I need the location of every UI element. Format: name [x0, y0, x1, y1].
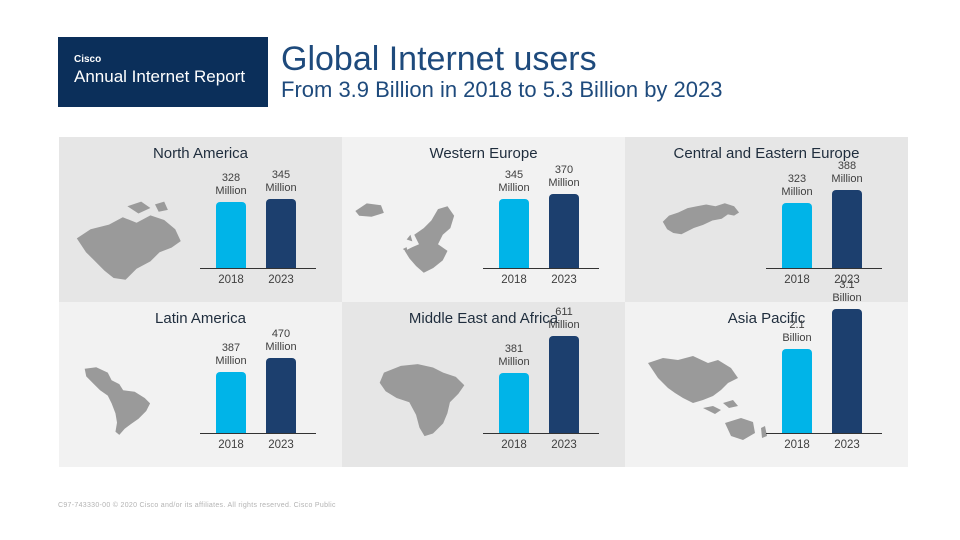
data-label-value: 323 [787, 173, 807, 186]
bar-2023 [266, 358, 296, 433]
data-label-value: 3.1 [839, 279, 855, 291]
data-label-value: 611 [555, 306, 573, 319]
region-panel: Western Europe 345 Million 2018 370 Million 20… [342, 137, 625, 302]
x-tick-label: 2018 [501, 274, 527, 286]
data-label: 345 Million [256, 169, 306, 195]
data-label-unit: Million [215, 354, 247, 367]
data-label: 345 Million [489, 169, 539, 195]
bar-2023 [832, 190, 862, 268]
data-label-unit: Million [548, 319, 580, 332]
region-title: Latin America [155, 310, 246, 327]
page-title: Global Internet users [281, 40, 597, 78]
region-title: Central and Eastern Europe [673, 145, 860, 162]
x-axis [200, 433, 316, 434]
data-label-value: 388 [837, 160, 857, 173]
region-title: North America [152, 145, 249, 162]
x-axis [200, 268, 316, 269]
latin-america-map [84, 367, 151, 435]
x-axis [483, 433, 599, 434]
bar-2023 [549, 194, 579, 268]
data-label: 381 Million [489, 343, 539, 369]
report-badge: Cisco Annual Internet Report [58, 37, 268, 107]
data-label-unit: Million [498, 182, 530, 194]
data-label-value: 370 [554, 164, 574, 176]
x-tick-label: 2018 [218, 439, 244, 451]
x-tick-label: 2023 [551, 274, 577, 286]
data-label-value: 345 [271, 169, 291, 181]
region-title: Asia Pacific [727, 310, 806, 327]
data-label-unit: Million [265, 341, 297, 354]
data-label: 2.1 Billion [772, 319, 822, 345]
data-label: 328 Million [206, 172, 256, 198]
region-panel: North America 328 Million 2018 345 Million 202… [59, 137, 342, 302]
data-label: 470 Million [256, 328, 306, 354]
x-tick-label: 2018 [784, 439, 810, 451]
data-label-unit: Million [831, 173, 863, 186]
x-tick-label: 2018 [218, 274, 244, 286]
data-label-value: 387 [221, 341, 241, 354]
middle-east-africa-map [379, 364, 465, 437]
bar-2023 [832, 309, 862, 433]
data-label-value: 470 [271, 328, 291, 341]
asia-pacific-map [648, 356, 767, 440]
x-axis [766, 268, 882, 269]
data-label-value: 2.1 [789, 319, 805, 331]
bar-2018 [216, 202, 246, 268]
x-tick-label: 2018 [501, 439, 527, 451]
footer-copyright: C97-743330-00 © 2020 Cisco and/or its af… [58, 502, 336, 509]
region-panel: Asia Pacific 2.1 Billion 2018 3.1 Billion 2023 [625, 279, 908, 467]
data-label-unit: Billion [832, 292, 862, 304]
region-panel: Middle East and Africa 381 Million 2018 611 M… [342, 302, 625, 467]
region-panel: Central and Eastern Europe 323 Million 2018… [625, 137, 908, 302]
data-label: 323 Million [772, 173, 822, 199]
x-tick-label: 2018 [784, 274, 810, 286]
bar-2018 [782, 349, 812, 433]
data-label-unit: Million [215, 185, 247, 198]
data-label: 388 Million [822, 160, 872, 186]
bar-2018 [782, 203, 812, 268]
x-tick-label: 2023 [834, 274, 860, 286]
x-axis [766, 433, 882, 434]
bar-2018 [499, 372, 529, 433]
data-label-unit: Billion [782, 332, 812, 344]
data-label: 3.1 Billion [822, 279, 872, 305]
data-label-unit: Million [265, 182, 297, 194]
data-label: 611 Million [539, 306, 589, 332]
x-axis [483, 268, 599, 269]
data-label: 387 Million [206, 342, 256, 368]
bar-2023 [549, 336, 579, 433]
report-name: Annual Internet Report [74, 67, 246, 86]
data-label: 370 Million [539, 164, 589, 190]
data-label-value: 345 [504, 169, 524, 181]
north-america-map [76, 201, 181, 280]
data-label-value: 381 [504, 342, 524, 355]
page-subtitle: From 3.9 Billion in 2018 to 5.3 Billion … [281, 77, 723, 102]
data-label-unit: Million [548, 177, 580, 189]
bar-2018 [499, 199, 529, 268]
data-label-value: 328 [221, 172, 241, 185]
region-title: Western Europe [429, 145, 538, 162]
data-label-unit: Million [498, 355, 530, 368]
bar-2018 [216, 371, 246, 433]
data-label-unit: Million [781, 186, 813, 199]
central-eastern-europe-map [662, 203, 740, 235]
x-tick-label: 2023 [268, 439, 294, 451]
x-tick-label: 2023 [268, 274, 294, 286]
x-tick-label: 2023 [834, 439, 860, 451]
brand-name: Cisco [74, 54, 102, 65]
region-panel: Latin America 387 Million 2018 470 Million 202… [59, 302, 342, 467]
region-title: Middle East and Africa [408, 310, 559, 327]
western-europe-map [355, 203, 455, 273]
bar-2023 [266, 199, 296, 268]
x-tick-label: 2023 [551, 439, 577, 451]
